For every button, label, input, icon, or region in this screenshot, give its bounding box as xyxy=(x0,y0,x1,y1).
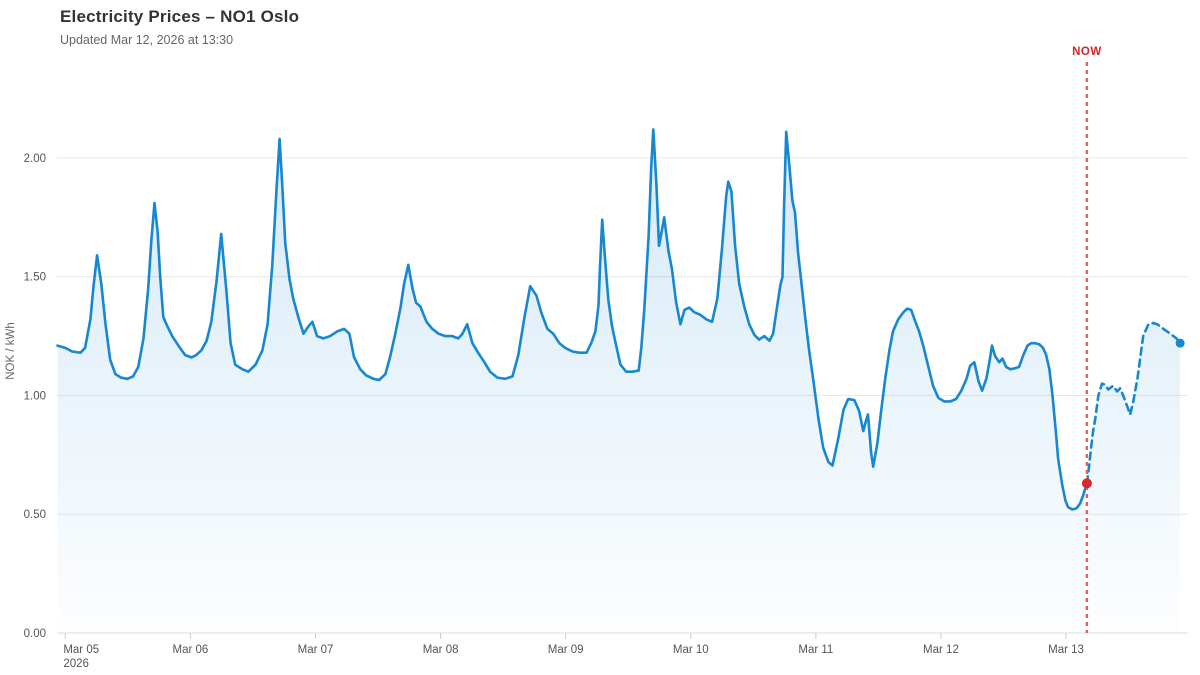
forecast-line xyxy=(1085,321,1182,485)
x-tick-label: Mar 07 xyxy=(298,644,334,656)
x-axis: Mar 05 2026 Mar 06 Mar 07 Mar 08 Mar 09 Mar 10… xyxy=(63,633,1084,670)
history-line xyxy=(56,128,1089,511)
x-tick-label: Mar 06 xyxy=(173,644,209,656)
x-tick-label: Mar 09 xyxy=(548,644,584,656)
x-tick-year-label: 2026 xyxy=(63,658,89,670)
chart-title: Electricity Prices – NO1 Oslo xyxy=(60,7,300,26)
y-axis-title: NOK / kWh xyxy=(5,322,17,380)
now-marker: NOW xyxy=(1072,46,1102,633)
y-tick-label: 2.00 xyxy=(24,153,46,165)
x-tick-label: Mar 05 xyxy=(63,644,99,656)
chart-header: Electricity Prices – NO1 Oslo Updated Ma… xyxy=(60,7,299,47)
y-axis-labels: 0.00 0.50 1.00 1.50 2.00 xyxy=(24,153,46,640)
x-tick-label: Mar 13 xyxy=(1048,644,1084,656)
x-tick-label: Mar 08 xyxy=(423,644,459,656)
forecast-area-fill xyxy=(1086,323,1181,633)
y-tick-label: 0.50 xyxy=(24,509,46,521)
current-price-dot[interactable] xyxy=(1081,478,1092,489)
y-tick-label: 1.00 xyxy=(24,390,46,402)
x-tick-label: Mar 10 xyxy=(673,644,709,656)
now-label: NOW xyxy=(1072,46,1102,58)
x-tick-label: Mar 12 xyxy=(923,644,959,656)
x-tick-label: Mar 11 xyxy=(798,644,833,656)
chart-subtitle: Updated Mar 12, 2026 at 13:30 xyxy=(60,33,234,47)
y-tick-label: 0.00 xyxy=(24,628,46,640)
history-area-fill xyxy=(57,129,1087,633)
y-tick-label: 1.50 xyxy=(24,272,46,284)
forecast-end-dot[interactable] xyxy=(1175,338,1185,348)
